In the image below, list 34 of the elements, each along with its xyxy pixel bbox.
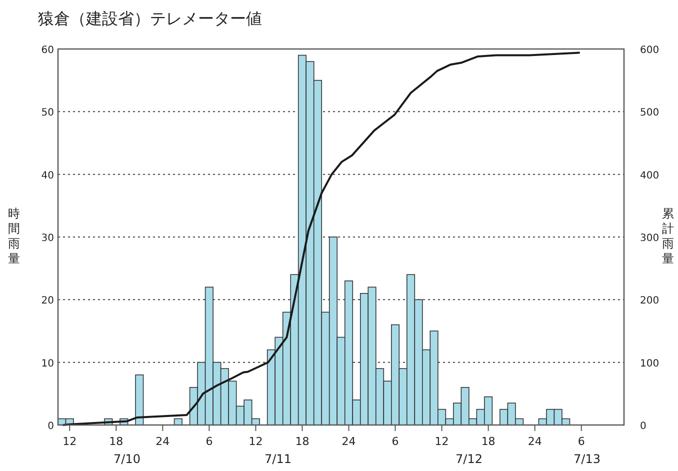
y2-tick-label: 300 — [640, 233, 660, 244]
y2-tick-label: 500 — [640, 108, 660, 119]
x-tick-label: 24 — [528, 435, 542, 448]
y2-tick-label: 400 — [640, 170, 660, 182]
x-tick-label: 6 — [392, 435, 399, 448]
bar — [135, 374, 144, 426]
x-tick-label: 6 — [578, 435, 585, 448]
y-axis-title: 時間雨量 — [8, 206, 20, 266]
y-tick-label: 0 — [48, 421, 54, 432]
text: 7/12 — [456, 452, 482, 466]
text: 7/10 — [114, 452, 140, 466]
x-tick-label: 12 — [248, 435, 263, 448]
text: 7/11 — [264, 452, 292, 466]
y-tick-label: 60 — [41, 45, 54, 56]
y-tick-label: 30 — [41, 233, 54, 244]
chart-title: 猿倉（建設省）テレメーター値 — [38, 9, 262, 28]
y-tick-label: 20 — [41, 296, 54, 307]
y-tick-label: 10 — [41, 358, 54, 370]
y-tick-label: 50 — [41, 108, 54, 119]
y-tick-label: 40 — [41, 170, 54, 182]
x-tick-label: 18 — [481, 435, 496, 448]
x-tick-label: 6 — [206, 435, 213, 448]
x-tick-label: 24 — [342, 435, 356, 448]
x-tick-label: 18 — [109, 435, 124, 448]
y2-tick-label: 100 — [640, 358, 660, 370]
y2-axis-title: 累計雨量 — [662, 206, 674, 266]
text: 7/13 — [574, 452, 600, 466]
y2-tick-label: 0 — [640, 421, 646, 432]
y2-tick-label: 600 — [640, 45, 660, 56]
y2-tick-label: 200 — [640, 296, 660, 307]
x-tick-label: 18 — [295, 435, 310, 448]
x-tick-label: 12 — [434, 435, 449, 448]
x-tick-label: 12 — [62, 435, 77, 448]
x-tick-label: 24 — [156, 435, 170, 448]
